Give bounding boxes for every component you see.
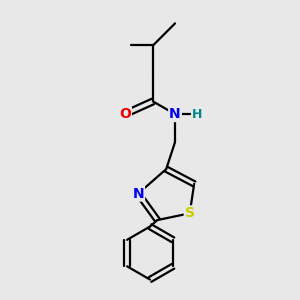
Text: H: H [192, 108, 202, 121]
Text: S: S [185, 206, 195, 220]
Text: N: N [132, 187, 144, 201]
Text: N: N [169, 107, 181, 121]
Text: O: O [119, 107, 131, 121]
